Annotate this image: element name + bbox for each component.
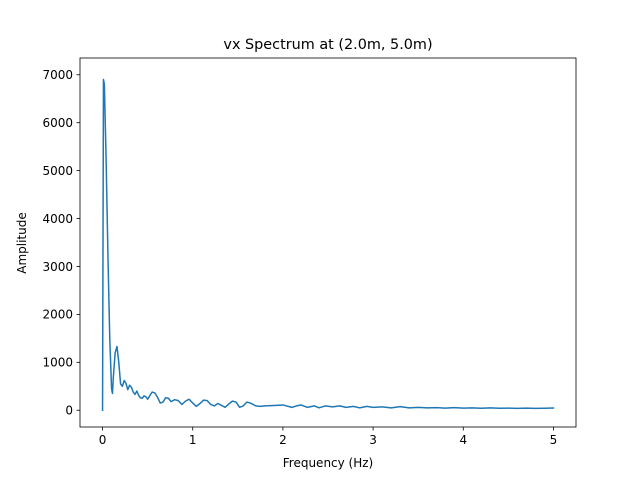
x-axis-label: Frequency (Hz) [283, 456, 374, 470]
y-axis: 0 1000 2000 3000 4000 5000 6000 7000 [42, 68, 80, 418]
axes-frame [79, 57, 577, 428]
series-line-0 [101, 78, 555, 411]
y-axis-label: Amplitude [15, 212, 29, 274]
y-tick-label-3: 3000 [42, 260, 73, 274]
x-tick-label-1: 1 [189, 433, 197, 447]
y-tick-label-2: 2000 [42, 308, 73, 322]
y-tick-label-7: 7000 [42, 68, 73, 82]
y-tick-label-4: 4000 [42, 212, 73, 226]
y-tick-label-0: 0 [65, 404, 73, 418]
x-tick-label-5: 5 [550, 433, 558, 447]
chart-title: vx Spectrum at (2.0m, 5.0m) [223, 37, 432, 53]
x-tick-label-0: 0 [99, 433, 107, 447]
x-tick-label-2: 2 [279, 433, 287, 447]
y-tick-label-5: 5000 [42, 164, 73, 178]
x-axis: 0 1 2 3 4 5 [99, 427, 558, 447]
plot-area [79, 57, 577, 428]
y-tick-label-6: 6000 [42, 116, 73, 130]
x-tick-label-4: 4 [459, 433, 467, 447]
x-tick-label-3: 3 [369, 433, 377, 447]
y-tick-label-1: 1000 [42, 356, 73, 370]
